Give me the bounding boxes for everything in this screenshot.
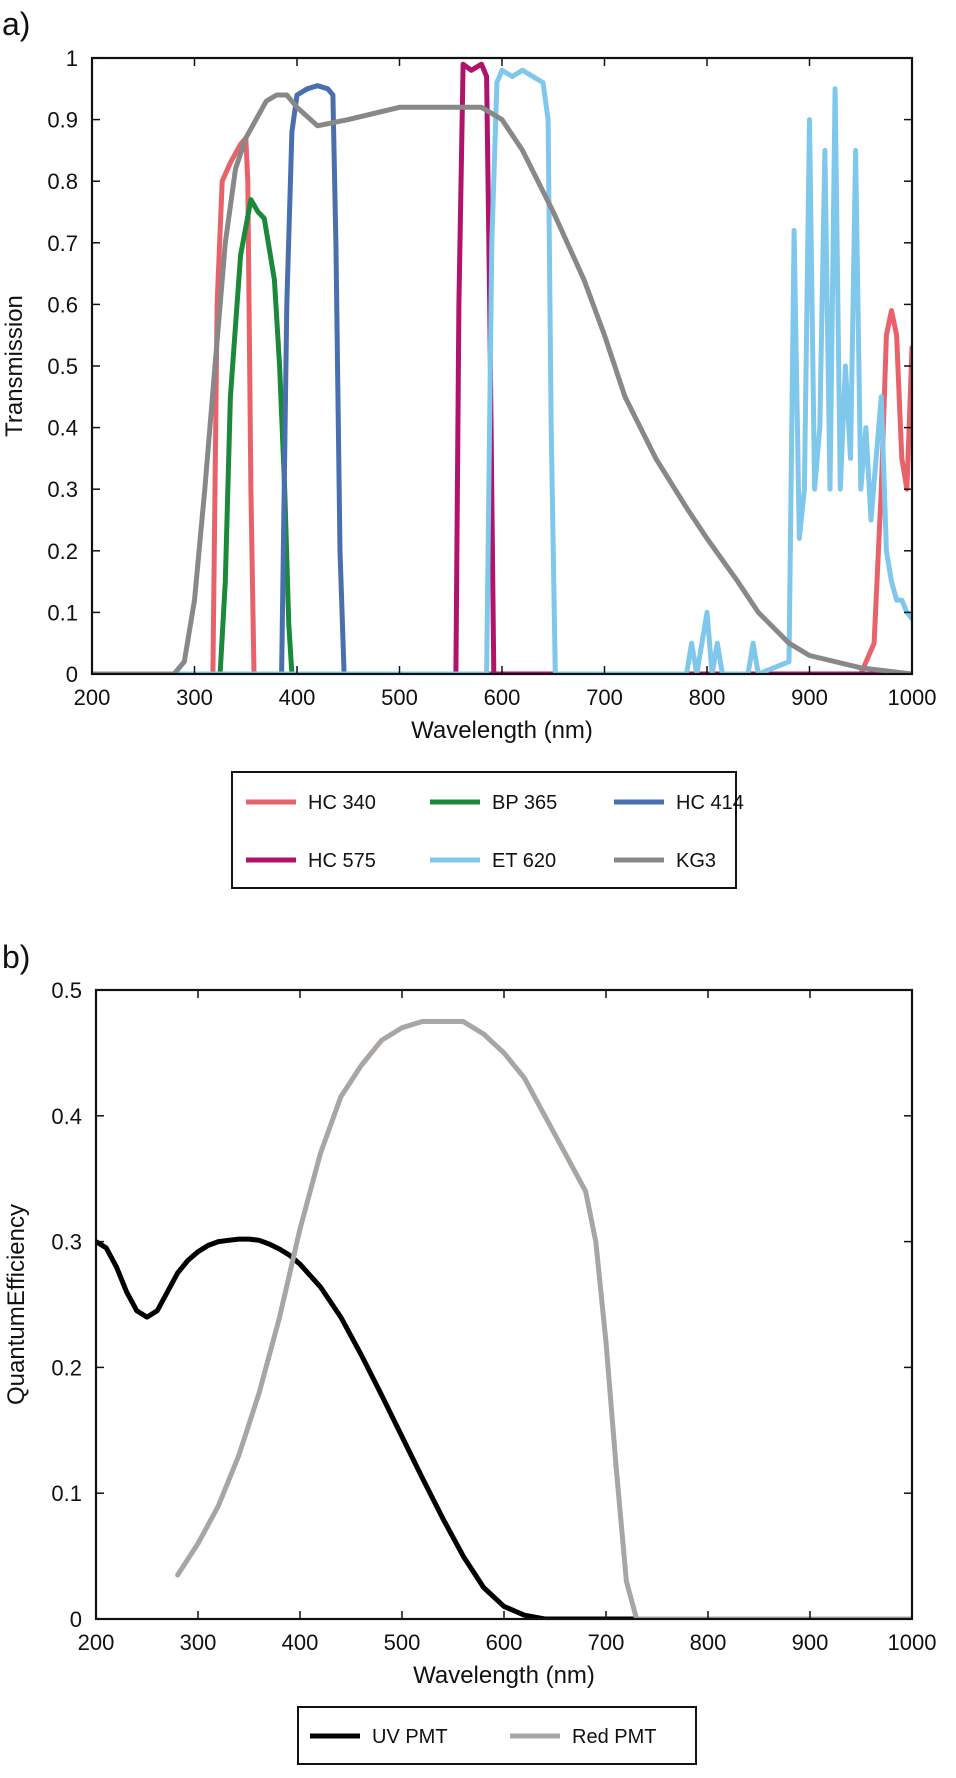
legend-label-et-620: ET 620	[492, 850, 556, 872]
legend-box	[297, 1706, 697, 1765]
series-line-uv-pmt	[96, 1236, 912, 1619]
series-line-hc-340	[92, 135, 912, 674]
x-axis-label: Wavelength (nm)	[411, 717, 593, 744]
legend-label-hc-414: HC 414	[676, 792, 744, 814]
y-tick-label: 0.3	[47, 477, 78, 502]
panel-label: b)	[2, 939, 30, 975]
y-axis-label: QuantumEfficiency	[3, 1204, 30, 1405]
plot-frame	[94, 988, 914, 1621]
legend: UV PMT Red PMT	[297, 1706, 697, 1765]
x-tick-label: 200	[78, 1630, 115, 1655]
y-tick-label: 0.4	[51, 1104, 82, 1129]
x-tick-label: 400	[279, 685, 316, 710]
y-axis-label: Transmission	[1, 295, 28, 437]
y-tick-label: 0.1	[47, 600, 78, 625]
x-tick-label: 600	[484, 685, 521, 710]
x-tick-label: 300	[176, 685, 213, 710]
x-tick-label: 800	[689, 685, 726, 710]
x-tick-label: 400	[282, 1630, 319, 1655]
x-tick-label: 500	[381, 685, 418, 710]
series-line-hc-575	[92, 61, 912, 674]
y-tick-label: 0.4	[47, 416, 78, 441]
x-tick-label: 500	[384, 1630, 421, 1655]
legend-label-red-pmt: Red PMT	[572, 1726, 656, 1748]
y-tick-label: 0.2	[51, 1355, 82, 1380]
panel-label: a)	[2, 6, 30, 42]
legend-label-uv-pmt: UV PMT	[372, 1726, 448, 1748]
y-tick-label: 0	[66, 662, 78, 687]
y-tick-label: 0.5	[47, 354, 78, 379]
x-tick-label: 900	[791, 685, 828, 710]
y-tick-label: 0.8	[47, 169, 78, 194]
x-tick-label: 800	[690, 1630, 727, 1655]
x-tick-label: 200	[74, 685, 111, 710]
x-tick-label: 600	[486, 1630, 523, 1655]
series-line-bp-365	[92, 197, 912, 674]
y-tick-label: 0.1	[51, 1481, 82, 1506]
legend-label-hc-575: HC 575	[308, 850, 376, 872]
chart-a: a) 200 300 400 500 600 700 800 900 1000 0 0.1 0.2 0.3…	[1, 6, 937, 889]
y-tick-label: 0.6	[47, 292, 78, 317]
legend-box	[231, 771, 737, 889]
legend-label-kg3: KG3	[676, 850, 716, 872]
legend-label-hc-340: HC 340	[308, 792, 376, 814]
x-tick-label: 1000	[888, 685, 937, 710]
series-line-red-pmt	[175, 1019, 912, 1619]
x-tick-label: 1000	[888, 1630, 937, 1655]
x-tick-label: 300	[180, 1630, 217, 1655]
y-tick-label: 0.9	[47, 108, 78, 133]
y-tick-label: 0.5	[51, 978, 82, 1003]
y-tick-label: 0.7	[47, 231, 78, 256]
legend: HC 340 BP 365 HC 414 HC 575 ET 620 KG3	[231, 771, 744, 889]
x-tick-label: 700	[586, 685, 623, 710]
series-line-kg3	[92, 92, 912, 674]
x-axis-label: Wavelength (nm)	[413, 1662, 595, 1689]
y-tick-label: 1	[66, 46, 78, 71]
y-tick-label: 0.2	[47, 539, 78, 564]
y-tick-label: 0.3	[51, 1230, 82, 1255]
series-line-hc-414	[92, 83, 912, 674]
y-tick-label: 0	[70, 1607, 82, 1632]
series-line-et-620	[92, 67, 912, 674]
legend-label-bp-365: BP 365	[492, 792, 557, 814]
x-tick-label: 900	[792, 1630, 829, 1655]
chart-b: b) 200 300 400 500 600 700 800 900 1000 0 0.1 0.2 0.3…	[2, 939, 937, 1765]
x-tick-label: 700	[588, 1630, 625, 1655]
